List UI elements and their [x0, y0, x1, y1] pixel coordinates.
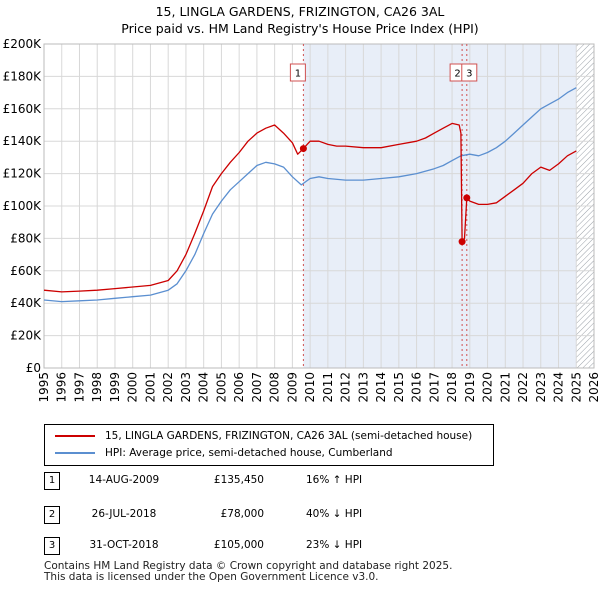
legend-property-label: 15, LINGLA GARDENS, FRIZINGTON, CA26 3AL…	[105, 430, 473, 442]
x-tick-label: 2026	[587, 372, 600, 403]
x-tick-label: 2022	[516, 372, 530, 403]
sale-number-label: 1	[295, 69, 301, 80]
x-tick-label: 1998	[90, 372, 104, 403]
x-tick-label: 2010	[303, 372, 317, 403]
sale-number-label: 3	[466, 69, 472, 80]
x-tick-label: 2007	[250, 372, 264, 403]
sale-price: £105,000	[213, 539, 264, 551]
x-tick-label: 2000	[126, 372, 140, 403]
x-tick-label: 2017	[427, 372, 441, 403]
sale-point-marker	[299, 145, 307, 153]
x-tick-label: 2012	[339, 372, 353, 403]
sale-point-marker	[463, 194, 471, 202]
x-tick-label: 2006	[232, 372, 246, 403]
x-tick-label: 2013	[356, 372, 370, 403]
sale-number-badge: 3	[44, 537, 60, 555]
sale-date: 14-AUG-2009	[88, 474, 160, 486]
legend-property-line	[55, 435, 95, 437]
x-tick-label: 2003	[179, 372, 193, 403]
x-tick-label: 2001	[143, 372, 157, 403]
x-tick-label: 2021	[498, 372, 512, 403]
x-tick-label: 2020	[481, 372, 495, 403]
hpi-series-line	[43, 87, 577, 303]
y-tick-label: £80K	[10, 231, 42, 245]
chart-subtitle: Price paid vs. HM Land Registry's House …	[121, 21, 479, 36]
sale-number-box	[289, 63, 306, 82]
legend: 15, LINGLA GARDENS, FRIZINGTON, CA26 3AL…	[44, 424, 494, 466]
x-tick-label: 2011	[321, 372, 335, 403]
x-tick-label: 2023	[534, 372, 548, 403]
y-tick-label: £60K	[10, 264, 42, 278]
x-tick-label: 1997	[72, 372, 86, 403]
legend-item-hpi: HPI: Average price, semi-detached house,…	[55, 447, 393, 459]
sale-date: 26-JUL-2018	[91, 508, 157, 520]
y-tick-label: £200K	[3, 37, 43, 51]
y-tick-label: £100K	[3, 199, 43, 213]
sale-price: £135,450	[213, 474, 264, 486]
sale-number-badge: 1	[44, 472, 60, 490]
sale-date: 31-OCT-2018	[89, 539, 159, 551]
sale-row: 1 14-AUG-2009 £135,450 16% ↑ HPI	[44, 472, 564, 492]
price-chart: £0 £20K £40K £60K £80K £100K £120K £140K £160K £1…	[3, 37, 600, 403]
x-tick-label: 2018	[445, 372, 459, 403]
sale-hpi-change: 16% ↑ HPI	[306, 474, 363, 486]
sale-hpi-change: 40% ↓ HPI	[306, 508, 363, 520]
sale-number-box	[461, 63, 478, 82]
legend-item-property: 15, LINGLA GARDENS, FRIZINGTON, CA26 3AL…	[55, 430, 472, 442]
y-tick-label: £0	[26, 361, 41, 375]
sale-price: £78,000	[220, 508, 264, 520]
sale-hpi-change: 23% ↓ HPI	[306, 539, 363, 551]
plot-border	[43, 43, 595, 369]
x-tick-label: 2015	[392, 372, 406, 403]
y-tick-label: £180K	[3, 69, 43, 83]
chart-title: 15, LINGLA GARDENS, FRIZINGTON, CA26 3AL	[155, 4, 445, 19]
sale-number-badge: 2	[44, 506, 60, 524]
sale-row: 2 26-JUL-2018 £78,000 40% ↓ HPI	[44, 506, 564, 526]
x-tick-label: 2019	[463, 372, 477, 403]
y-tick-label: £120K	[3, 167, 43, 181]
x-tick-label: 1996	[55, 372, 69, 403]
sale-row: 3 31-OCT-2018 £105,000 23% ↓ HPI	[44, 537, 564, 557]
x-tick-label: 2005	[214, 372, 228, 403]
property-series-line	[43, 122, 577, 293]
footer-licence: This data is licensed under the Open Gov…	[44, 571, 379, 583]
x-tick-label: 2016	[410, 372, 424, 403]
x-tick-label: 2025	[569, 372, 583, 403]
x-tick-label: 2009	[285, 372, 299, 403]
legend-hpi-line	[55, 452, 95, 454]
sale-number-label: 2	[454, 69, 460, 80]
x-tick-label: 2024	[552, 372, 566, 403]
x-tick-label: 2004	[197, 372, 211, 403]
y-tick-label: £20K	[10, 329, 42, 343]
x-tick-label: 2002	[161, 372, 175, 403]
sale-point-marker	[458, 238, 466, 246]
y-tick-label: £160K	[3, 102, 43, 116]
legend-hpi-label: HPI: Average price, semi-detached house,…	[105, 447, 393, 459]
x-tick-label: 1999	[108, 372, 122, 403]
x-tick-label: 2008	[268, 372, 282, 403]
y-tick-label: £140K	[3, 134, 43, 148]
x-tick-label: 2014	[374, 372, 388, 403]
footer: Contains HM Land Registry data © Crown c…	[44, 561, 452, 583]
footer-copyright: Contains HM Land Registry data © Crown c…	[44, 560, 453, 572]
y-tick-label: £40K	[10, 296, 42, 310]
x-tick-label: 1995	[37, 372, 51, 403]
